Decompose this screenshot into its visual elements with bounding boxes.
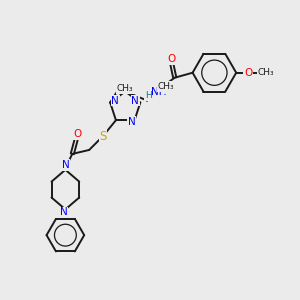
Text: O: O xyxy=(168,54,176,64)
Text: S: S xyxy=(99,130,107,142)
Text: CH₃: CH₃ xyxy=(158,82,174,91)
Text: N: N xyxy=(61,160,69,170)
Text: O: O xyxy=(73,129,81,139)
Text: CH₃: CH₃ xyxy=(117,84,133,93)
Text: CH₃: CH₃ xyxy=(258,68,274,77)
Text: H: H xyxy=(145,91,152,100)
Text: NH: NH xyxy=(151,86,167,97)
Text: O: O xyxy=(244,68,252,78)
Text: N: N xyxy=(59,207,67,218)
Text: N: N xyxy=(131,95,139,106)
Text: H: H xyxy=(164,84,171,93)
Text: N: N xyxy=(128,117,136,127)
Text: N: N xyxy=(111,95,119,106)
